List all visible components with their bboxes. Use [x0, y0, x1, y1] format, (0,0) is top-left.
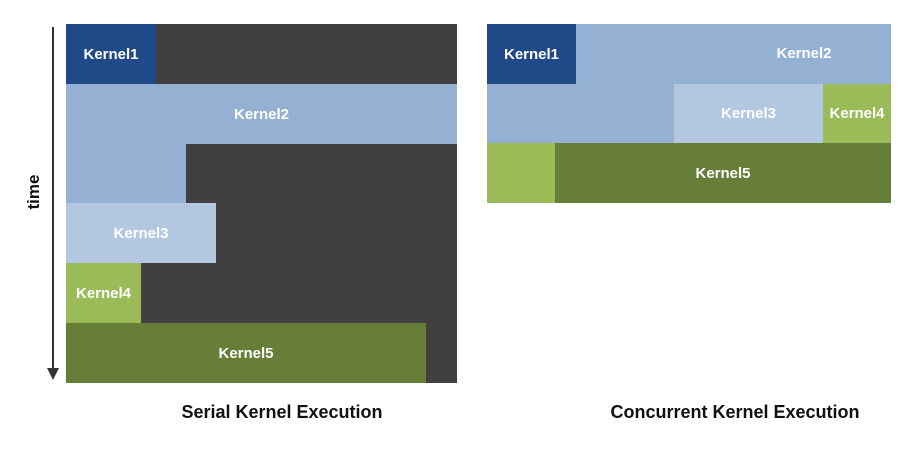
concurrent-kernel4-label: Kernel4	[829, 105, 885, 122]
serial-caption: Serial Kernel Execution	[181, 402, 383, 422]
concurrent-kernel5-block: Kernel5	[555, 143, 891, 203]
concurrent-kernel4-tail	[487, 143, 555, 203]
serial-kernel5-block: Kernel5	[66, 323, 426, 383]
serial-kernel2-block: Kernel2	[66, 84, 457, 144]
time-axis-label: time	[24, 174, 43, 210]
serial-kernel4-block: Kernel4	[66, 263, 141, 323]
concurrent-kernel3-label: Kernel3	[720, 105, 777, 122]
serial-kernel2-label: Kernel2	[233, 105, 290, 123]
serial-kernel3-block: Kernel3	[66, 203, 216, 263]
serial-kernel1-block: Kernel1	[66, 24, 156, 84]
concurrent-kernel3-block: Kernel3	[674, 84, 823, 143]
serial-kernel4-label: Kernel4	[75, 284, 132, 302]
concurrent-kernel5-label: Kernel5	[695, 164, 751, 182]
concurrent-kernel1-label: Kernel1	[503, 45, 560, 63]
time-axis-line	[52, 27, 54, 370]
time-axis-arrow-icon	[47, 368, 59, 380]
concurrent-caption: Concurrent Kernel Execution	[610, 402, 860, 422]
concurrent-kernel1-block: Kernel1	[487, 24, 576, 84]
serial-kernel2-tail	[66, 144, 186, 204]
serial-kernel1-label: Kernel1	[83, 45, 139, 63]
serial-kernel3-label: Kernel3	[113, 224, 169, 242]
concurrent-kernel4-block: Kernel4	[823, 84, 891, 143]
concurrent-kernel2-label: Kernel2	[776, 45, 832, 62]
serial-kernel5-label: Kernel5	[218, 344, 274, 362]
